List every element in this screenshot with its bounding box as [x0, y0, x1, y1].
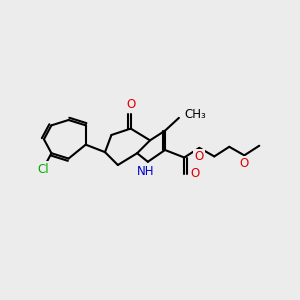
- Text: O: O: [195, 150, 204, 163]
- Text: Cl: Cl: [37, 163, 49, 176]
- Text: O: O: [191, 167, 200, 180]
- Text: O: O: [126, 98, 135, 112]
- Text: O: O: [240, 158, 249, 170]
- Text: NH: NH: [137, 165, 154, 178]
- Text: CH₃: CH₃: [184, 108, 206, 121]
